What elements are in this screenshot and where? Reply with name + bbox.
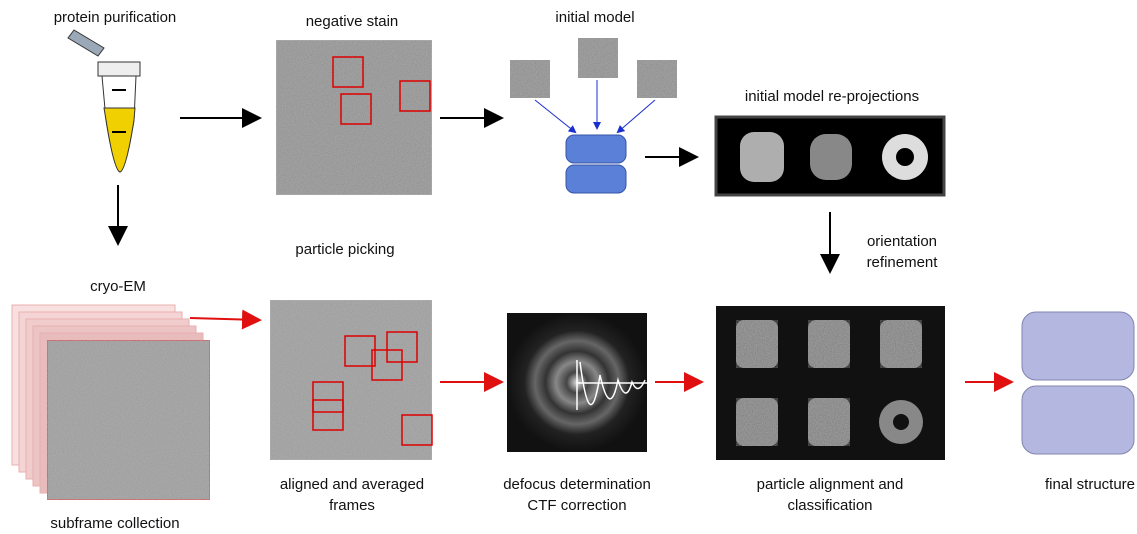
- label: frames: [329, 497, 375, 514]
- label: final structure: [1045, 476, 1135, 493]
- label: aligned and averaged: [280, 476, 424, 493]
- label: classification: [787, 497, 872, 514]
- label: particle alignment and: [757, 476, 904, 493]
- label: defocus determination: [503, 476, 651, 493]
- subframe-stack: [12, 305, 210, 500]
- label: initial model: [555, 9, 634, 26]
- aligned-frames-image: [270, 300, 432, 460]
- negative-stain-image: [276, 40, 432, 195]
- label: CTF correction: [527, 497, 626, 514]
- initial-model: [510, 38, 677, 193]
- label: orientation: [867, 233, 937, 250]
- workflow-diagram: protein purification negative stain init…: [0, 0, 1137, 534]
- arrow: [190, 318, 258, 320]
- label: negative stain: [306, 13, 399, 30]
- power-spectrum: [507, 313, 647, 452]
- final-structure: [1022, 312, 1134, 454]
- label: initial model re-projections: [745, 88, 919, 105]
- label: cryo-EM: [90, 278, 146, 295]
- label: particle picking: [295, 241, 394, 258]
- label: protein purification: [54, 9, 177, 26]
- sample-tube: [68, 30, 140, 172]
- label: refinement: [867, 254, 939, 271]
- class-averages: [716, 306, 945, 460]
- reprojections: [716, 117, 944, 195]
- label: subframe collection: [50, 515, 179, 532]
